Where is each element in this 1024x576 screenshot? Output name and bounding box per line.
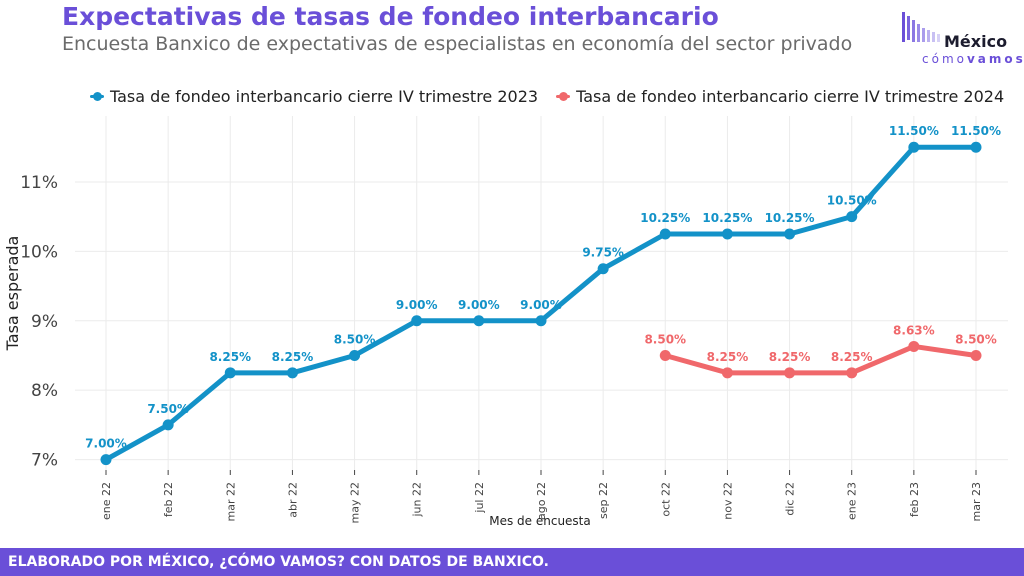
legend-label-2024: Tasa de fondeo interbancario cierre IV t…: [576, 86, 1005, 106]
series-line-2024: [662, 343, 979, 376]
x-tick-label: mar 22: [224, 482, 237, 521]
x-tick-label: ago 22: [535, 482, 548, 520]
legend-item-2024: Tasa de fondeo interbancario cierre IV t…: [556, 87, 1004, 106]
x-tick-label: dic 22: [784, 482, 797, 516]
data-label: 8.25%: [707, 350, 749, 364]
x-tick-label: feb 22: [162, 482, 175, 517]
data-label: 8.25%: [209, 350, 251, 364]
data-point: [970, 141, 982, 153]
data-point: [659, 349, 671, 361]
x-axis-title: Mes de encuesta: [489, 514, 591, 528]
page-subtitle: Encuesta Banxico de expectativas de espe…: [62, 33, 853, 55]
data-label: 11.50%: [889, 124, 939, 138]
x-tick-label: ene 23: [846, 482, 859, 520]
x-tick-label: oct 22: [659, 482, 672, 517]
logo: México cómovamos: [900, 10, 1023, 68]
y-tick-label: 9%: [31, 312, 58, 332]
logo-sub-b: vamos: [966, 52, 1024, 66]
data-label: 9.00%: [396, 298, 438, 312]
data-label: 8.25%: [272, 350, 314, 364]
footer-text: ELABORADO POR MÉXICO, ¿CÓMO VAMOS? CON D…: [8, 554, 549, 570]
data-point: [162, 419, 174, 431]
x-tick-label: nov 22: [721, 482, 734, 520]
y-axis-title: Tasa esperada: [3, 236, 22, 352]
page-title: Expectativas de tasas de fondeo interban…: [62, 2, 719, 31]
data-label: 10.25%: [702, 211, 752, 225]
data-point: [535, 315, 547, 327]
logo-word: México: [944, 32, 1008, 51]
x-tick-label: feb 23: [908, 482, 921, 517]
data-point: [970, 349, 982, 361]
data-label: 9.75%: [582, 246, 624, 260]
data-label: 8.50%: [644, 332, 686, 346]
data-point: [100, 454, 112, 466]
line-chart: 7% 8% 9% 10% 11% ene 22 feb 22 mar 22 abr 22 may …: [3, 116, 1008, 528]
data-label: 11.50%: [951, 124, 1001, 138]
data-label: 8.50%: [955, 332, 997, 346]
x-tick-label: may 22: [349, 482, 362, 523]
data-label: 8.50%: [334, 332, 376, 346]
y-tick-label: 7%: [31, 451, 58, 471]
data-point: [349, 349, 361, 361]
data-label: 8.25%: [831, 350, 873, 364]
legend-swatch-2023: [90, 89, 104, 103]
x-tick-label: abr 22: [286, 482, 299, 518]
data-point: [473, 315, 485, 327]
data-label: 7.50%: [147, 402, 189, 416]
x-tick-label: mar 23: [970, 482, 983, 521]
data-label: 9.00%: [520, 298, 562, 312]
data-label: 9.00%: [458, 298, 500, 312]
legend-label-2023: Tasa de fondeo interbancario cierre IV t…: [110, 86, 539, 106]
data-point: [224, 367, 236, 379]
data-point: [846, 211, 858, 223]
data-point: [411, 315, 423, 327]
data-point: [721, 228, 733, 240]
data-point: [846, 367, 858, 379]
data-point: [597, 263, 609, 275]
data-point: [659, 228, 671, 240]
y-tick-label: 10%: [20, 242, 58, 262]
y-tick-label: 11%: [20, 173, 58, 193]
legend-item-2023: Tasa de fondeo interbancario cierre IV t…: [90, 87, 538, 106]
x-tick-label: ene 22: [100, 482, 113, 520]
footer-bar: ELABORADO POR MÉXICO, ¿CÓMO VAMOS? CON D…: [0, 548, 1024, 576]
data-label: 7.00%: [85, 437, 127, 451]
chart-legend: Tasa de fondeo interbancario cierre IV t…: [90, 85, 1022, 107]
x-tick-label: sep 22: [597, 482, 610, 519]
y-tick-label: 8%: [31, 381, 58, 401]
logo-sub-a: cómo: [922, 52, 967, 66]
x-tick-label: jun 22: [411, 482, 424, 518]
data-point: [286, 367, 298, 379]
data-point: [721, 367, 733, 379]
x-tick-label: jul 22: [473, 482, 486, 514]
data-label: 8.63%: [893, 323, 935, 337]
data-point: [908, 141, 920, 153]
logo-bars-icon: [902, 12, 940, 42]
data-point: [784, 367, 796, 379]
logo-subtext: cómovamos: [922, 52, 1024, 66]
data-point: [908, 340, 920, 352]
data-label: 8.25%: [769, 350, 811, 364]
data-label: 10.25%: [765, 211, 815, 225]
data-label: 10.25%: [640, 211, 690, 225]
legend-swatch-2024: [556, 89, 571, 103]
data-label: 10.50%: [827, 194, 877, 208]
data-point: [784, 228, 796, 240]
